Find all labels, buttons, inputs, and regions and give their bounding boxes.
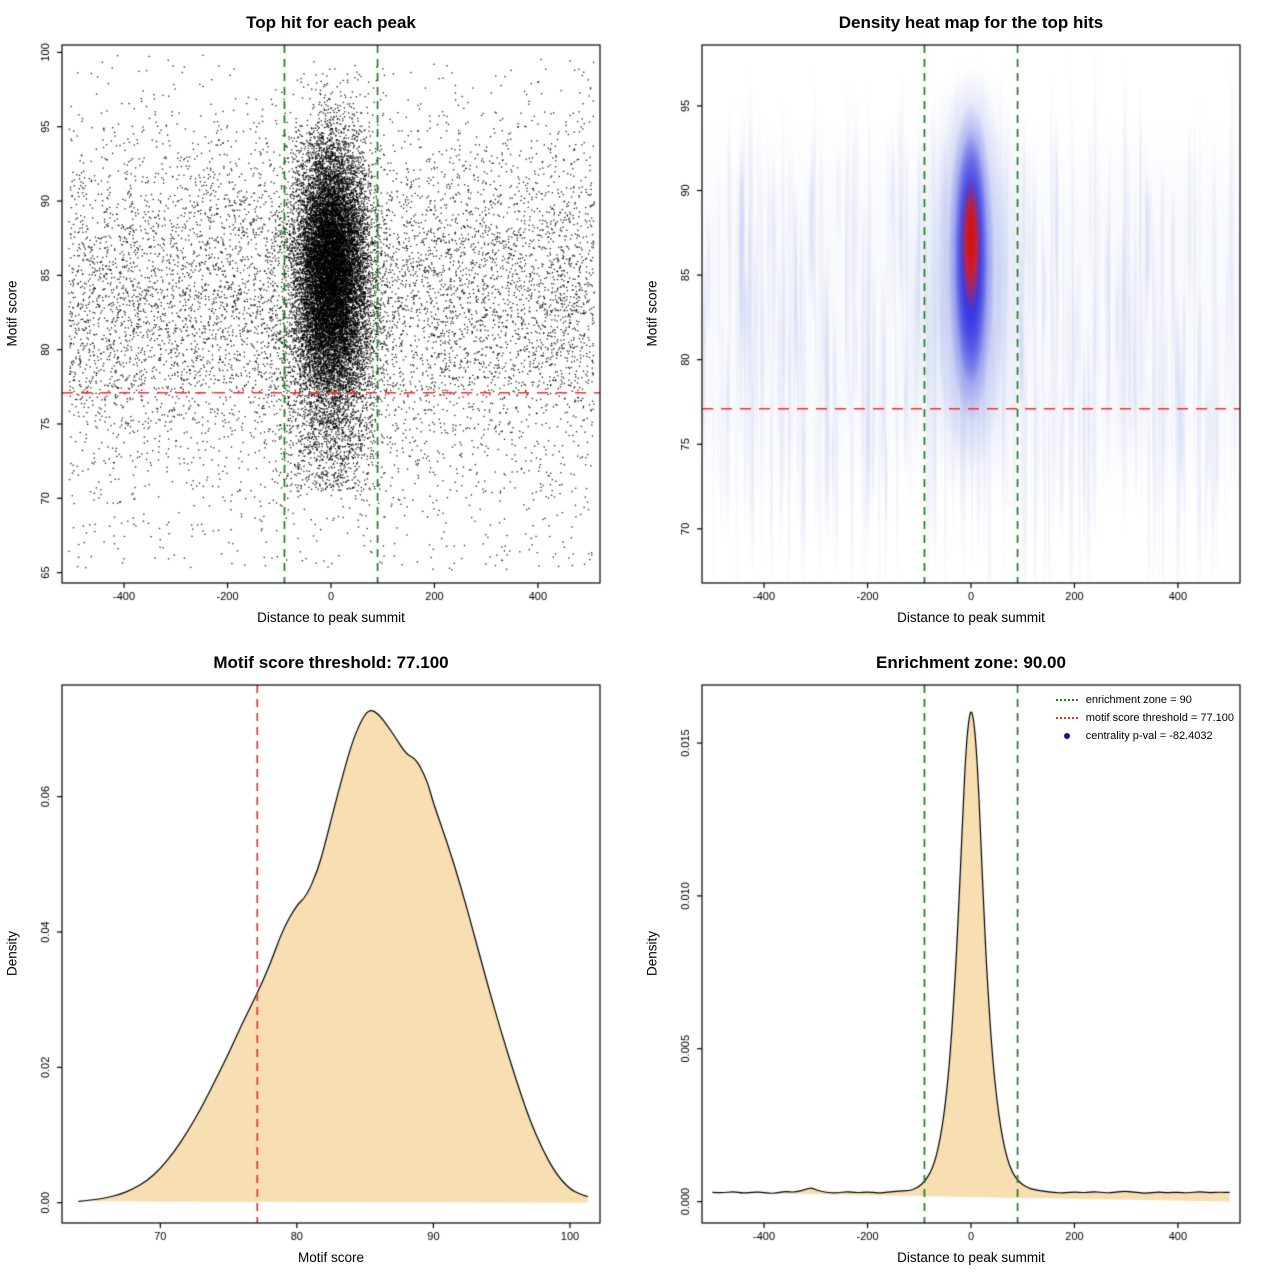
chart-title: Top hit for each peak [246,13,416,32]
chart-title: Enrichment zone: 90.00 [876,653,1066,672]
x-axis-label: Motif score [297,1250,365,1265]
y-axis-label: Density [644,931,660,977]
distance-density-plot-canvas [640,640,1280,1280]
chart-title: Motif score threshold: 77.100 [213,653,449,672]
legend-item-enrichment-zone: enrichment zone = 90 [1055,694,1234,706]
legend: enrichment zone = 90 motif score thresho… [1055,694,1234,742]
x-axis-label: Distance to peak summit [257,610,405,625]
panel-density-heatmap: Density heat map for the top hits Distan… [640,0,1280,640]
legend-item-score-threshold: motif score threshold = 77.100 [1055,712,1234,724]
y-axis-label: Motif score [4,280,20,347]
red-dotted-line-icon [1055,717,1078,719]
y-axis-label: Density [4,931,20,977]
legend-label: motif score threshold = 77.100 [1085,712,1234,724]
panel-enrichment-zone-density: Enrichment zone: 90.00 Distance to peak … [640,640,1280,1280]
scatter-plot-canvas [0,0,640,640]
blue-dot-icon [1056,733,1078,739]
panel-motif-score-density: Motif score threshold: 77.100 Motif scor… [0,640,640,1280]
x-axis-label: Distance to peak summit [897,1250,1045,1265]
x-axis-label: Distance to peak summit [897,610,1045,625]
heatmap-plot-canvas [640,0,1280,640]
legend-label: centrality p-val = -82.4032 [1085,730,1213,742]
score-density-plot-canvas [0,640,640,1280]
legend-label: enrichment zone = 90 [1085,694,1192,706]
panel-top-hit-scatter: Top hit for each peak Distance to peak s… [0,0,640,640]
chart-title: Density heat map for the top hits [838,13,1104,32]
green-dotted-line-icon [1055,699,1078,701]
y-axis-label: Motif score [644,280,660,347]
legend-item-centrality-pval: centrality p-val = -82.4032 [1056,730,1234,742]
